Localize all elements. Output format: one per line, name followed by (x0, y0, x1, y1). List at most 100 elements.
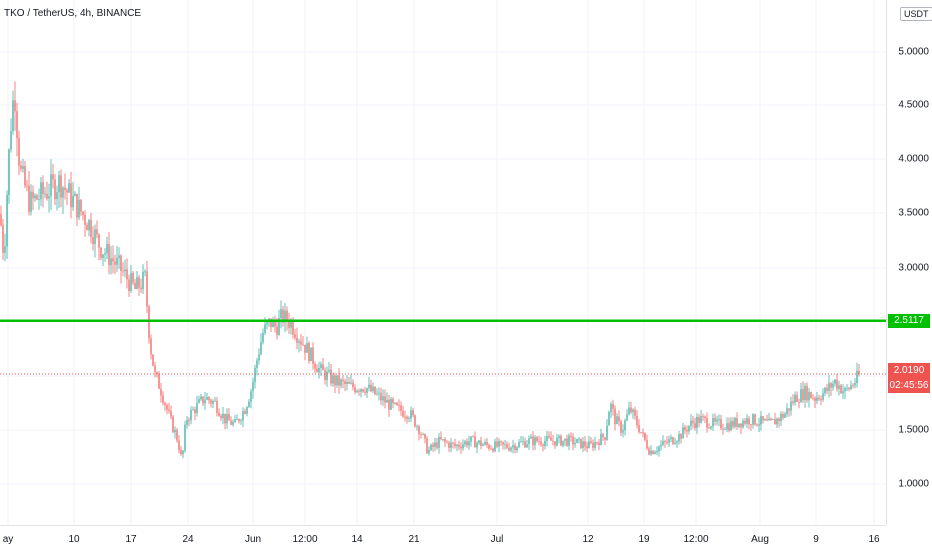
candle-body (104, 253, 106, 255)
time-axis-label: 10 (68, 534, 80, 545)
candle-body (406, 416, 408, 420)
candle-body (318, 367, 320, 373)
candle-body (534, 437, 536, 446)
candle-body (714, 418, 716, 422)
time-axis-label: 12:00 (683, 534, 709, 545)
candle-body (254, 367, 256, 383)
candle-body (388, 399, 390, 410)
candle-body (408, 418, 410, 420)
candle-body (356, 390, 358, 392)
time-axis[interactable]: ay 10 17 24 Jun 12:00 14 21 Jul 12 19 12:00 Aug 9 16 (0, 525, 886, 551)
candle-body (850, 385, 852, 390)
candle-body (478, 440, 480, 444)
last-price-value: 2.0190 (893, 365, 925, 376)
candle-body (212, 400, 214, 404)
candle-body (134, 282, 136, 289)
candle-body (602, 433, 604, 438)
horizontal-level-price: 2.5117 (894, 315, 924, 326)
candlestick-chart[interactable] (0, 0, 886, 525)
candle-body (840, 385, 842, 394)
candle-body (280, 309, 282, 319)
candle-body (284, 310, 286, 323)
candle-body (732, 421, 734, 427)
candle-body (814, 398, 816, 401)
candle-body (454, 443, 456, 447)
candle-body (84, 215, 86, 225)
candle-body (98, 234, 100, 248)
candle-body (634, 409, 636, 416)
candle-body (80, 199, 82, 213)
candle-body (110, 258, 112, 266)
time-axis-label: 16 (868, 534, 880, 545)
candle-body (754, 414, 756, 425)
candle-body (806, 386, 808, 401)
candle-body (58, 175, 60, 193)
chart-area[interactable]: TKO / TetherUS, 4h, BINANCE (0, 0, 886, 525)
candle-body (364, 391, 366, 393)
candle-body (530, 436, 532, 439)
candle-body (858, 370, 860, 374)
candle-body (266, 322, 268, 325)
candle-body (240, 420, 242, 422)
candle-body (758, 424, 760, 426)
candle-body (606, 425, 608, 440)
candle-body (60, 175, 62, 198)
candle-body (832, 383, 834, 388)
currency-button[interactable]: USDT (900, 7, 932, 21)
time-axis-label: Aug (751, 534, 769, 545)
candle-body (124, 269, 126, 272)
candle-body (466, 441, 468, 446)
candle-body (10, 131, 12, 150)
candle-body (750, 424, 752, 426)
candle-body (652, 450, 654, 454)
candle-body (148, 306, 150, 339)
candle-body (608, 412, 610, 426)
candle-body (88, 220, 90, 231)
candle-body (288, 321, 290, 328)
candle-body (202, 396, 204, 404)
candle-body (504, 444, 506, 446)
candle-body (512, 445, 514, 448)
candle-body (214, 400, 216, 402)
candle-body (340, 379, 342, 386)
candle-body (558, 435, 560, 438)
candle-body (42, 182, 44, 194)
candle-body (434, 442, 436, 447)
candle-body (764, 419, 766, 421)
candle-body (584, 441, 586, 447)
candle-body (138, 277, 140, 288)
candle-body (834, 379, 836, 384)
candle-body (230, 420, 232, 425)
candle-body (120, 255, 122, 271)
candle-body (412, 410, 414, 416)
candle-body (644, 432, 646, 440)
candle-body (462, 444, 464, 449)
candle-body (394, 402, 396, 404)
candle-body (334, 375, 336, 386)
candle-body (366, 388, 368, 393)
candle-body (720, 419, 722, 429)
candle-body (574, 442, 576, 445)
candle-body (828, 383, 830, 391)
candle-body (112, 258, 114, 262)
candle-body (402, 410, 404, 417)
candle-body (164, 403, 166, 406)
candle-body (524, 441, 526, 448)
candle-body (588, 441, 590, 448)
candle-body (638, 425, 640, 433)
candle-body (844, 388, 846, 392)
candle-body (542, 444, 544, 447)
candle-body (612, 403, 614, 409)
candle-body (736, 418, 738, 427)
candle-body (422, 433, 424, 435)
candle-body (206, 397, 208, 400)
time-axis-label: Jul (490, 534, 504, 545)
candle-body (450, 442, 452, 448)
candle-body (244, 411, 246, 414)
price-axis[interactable]: 5.0000 4.5000 4.0000 3.5000 3.0000 1.5000 1.00… (886, 0, 932, 525)
candle-body (426, 438, 428, 454)
candle-body (712, 418, 714, 427)
candle-body (234, 419, 236, 422)
candle-body (560, 435, 562, 446)
candle-body (460, 446, 462, 449)
